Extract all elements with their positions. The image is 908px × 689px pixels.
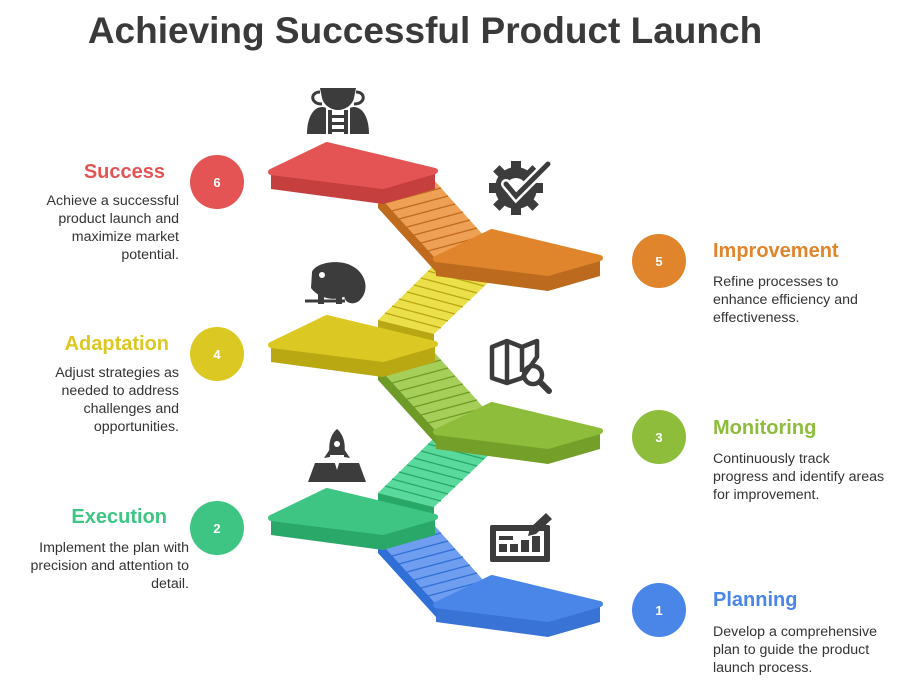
- step-badge-2: 2: [190, 501, 244, 555]
- stairs-3-4: [378, 352, 492, 444]
- platform-adaptation: [268, 315, 438, 377]
- step-heading-success: Success: [83, 161, 165, 183]
- step-text-improvement: Refine processes to enhance efficiency a…: [713, 274, 858, 326]
- step-badge-3: 3: [632, 410, 686, 464]
- step-heading-planning: Planning: [713, 589, 798, 611]
- gear-check-icon: [489, 159, 553, 215]
- step-text-adaptation: Adjust strategies as needed to address c…: [55, 365, 179, 435]
- step-heading-adaptation: Adaptation: [64, 333, 169, 355]
- rocket-launch-icon: [308, 429, 366, 482]
- step-heading-execution: Execution: [71, 506, 167, 528]
- platform-success: [268, 142, 438, 204]
- step-heading-improvement: Improvement: [713, 240, 839, 262]
- planning-board-icon: [490, 513, 552, 562]
- map-magnifier-icon: [489, 338, 552, 394]
- page-title: Achieving Successful Product Launch: [87, 10, 763, 51]
- step-text-success: Achieve a successful product launch and …: [46, 193, 179, 263]
- step-text-execution: Implement the plan with precision and at…: [30, 540, 189, 592]
- step-badge-6: 6: [190, 155, 244, 209]
- chameleon-icon: [305, 262, 366, 304]
- step-badge-5: 5: [632, 234, 686, 288]
- platform-improvement: [433, 229, 603, 291]
- step-text-monitoring: Continuously track progress and identify…: [713, 451, 885, 503]
- step-badge-4: 4: [190, 327, 244, 381]
- stairs-4-5: [378, 263, 492, 347]
- trophy-ladder-icon: [307, 88, 369, 134]
- step-badge-1: 1: [632, 583, 686, 637]
- step-text-planning: Develop a comprehensive plan to guide th…: [713, 624, 878, 676]
- platform-monitoring: [433, 402, 603, 464]
- step-heading-monitoring: Monitoring: [713, 417, 817, 439]
- platform-planning: [433, 575, 603, 637]
- platform-execution: [268, 488, 438, 550]
